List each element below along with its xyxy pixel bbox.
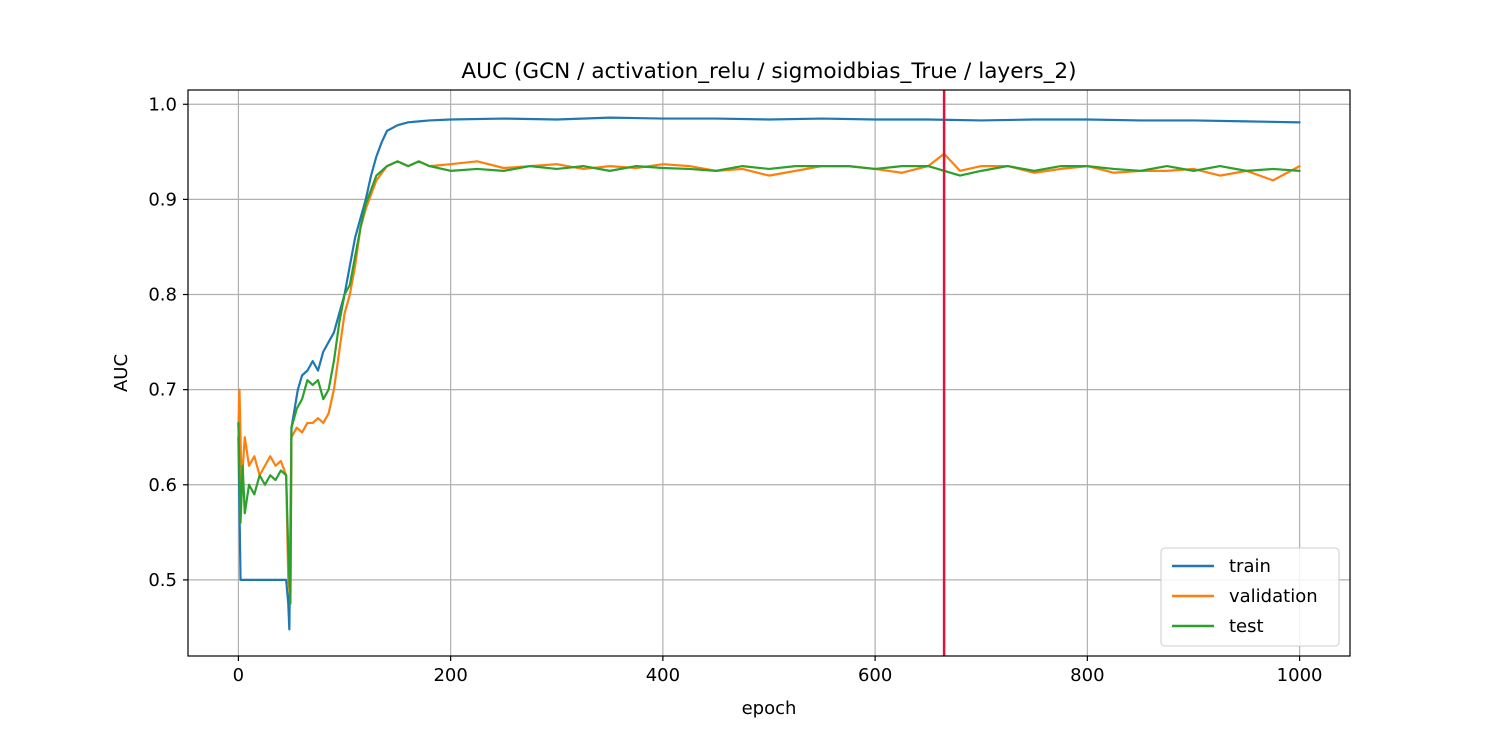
x-tick-label: 200 — [433, 665, 467, 686]
x-tick-label: 1000 — [1277, 665, 1323, 686]
y-tick-label: 0.8 — [148, 285, 177, 306]
legend: train validation test — [1160, 547, 1340, 647]
series-layer — [237, 116, 1301, 631]
series-line-test — [237, 160, 1301, 605]
chart-title: AUC (GCN / activation_relu / sigmoidbias… — [461, 59, 1076, 84]
y-axis-label: AUC — [111, 354, 132, 392]
legend-box — [1160, 547, 1340, 647]
plot-frame — [187, 89, 1351, 657]
y-tick-label: 1.0 — [148, 94, 177, 115]
y-tick-label: 0.7 — [148, 380, 177, 401]
legend-label-test: test — [1229, 616, 1264, 637]
legend-label-validation: validation — [1229, 586, 1318, 607]
legend-label-train: train — [1229, 556, 1271, 577]
series-line-train — [237, 116, 1301, 631]
y-tick-label: 0.5 — [148, 570, 177, 591]
y-tick-label: 0.6 — [148, 475, 177, 496]
x-tick-label: 0 — [233, 665, 244, 686]
x-tick-label: 600 — [858, 665, 892, 686]
grid — [188, 90, 1350, 656]
y-tick-label: 0.9 — [148, 189, 177, 210]
ticks: 0 200 400 600 800 1000 0.5 0.6 0.7 0.8 0.9 1.0 — [148, 94, 1322, 686]
x-tick-label: 800 — [1070, 665, 1104, 686]
x-axis-label: epoch — [742, 698, 797, 719]
x-tick-label: 400 — [646, 665, 680, 686]
